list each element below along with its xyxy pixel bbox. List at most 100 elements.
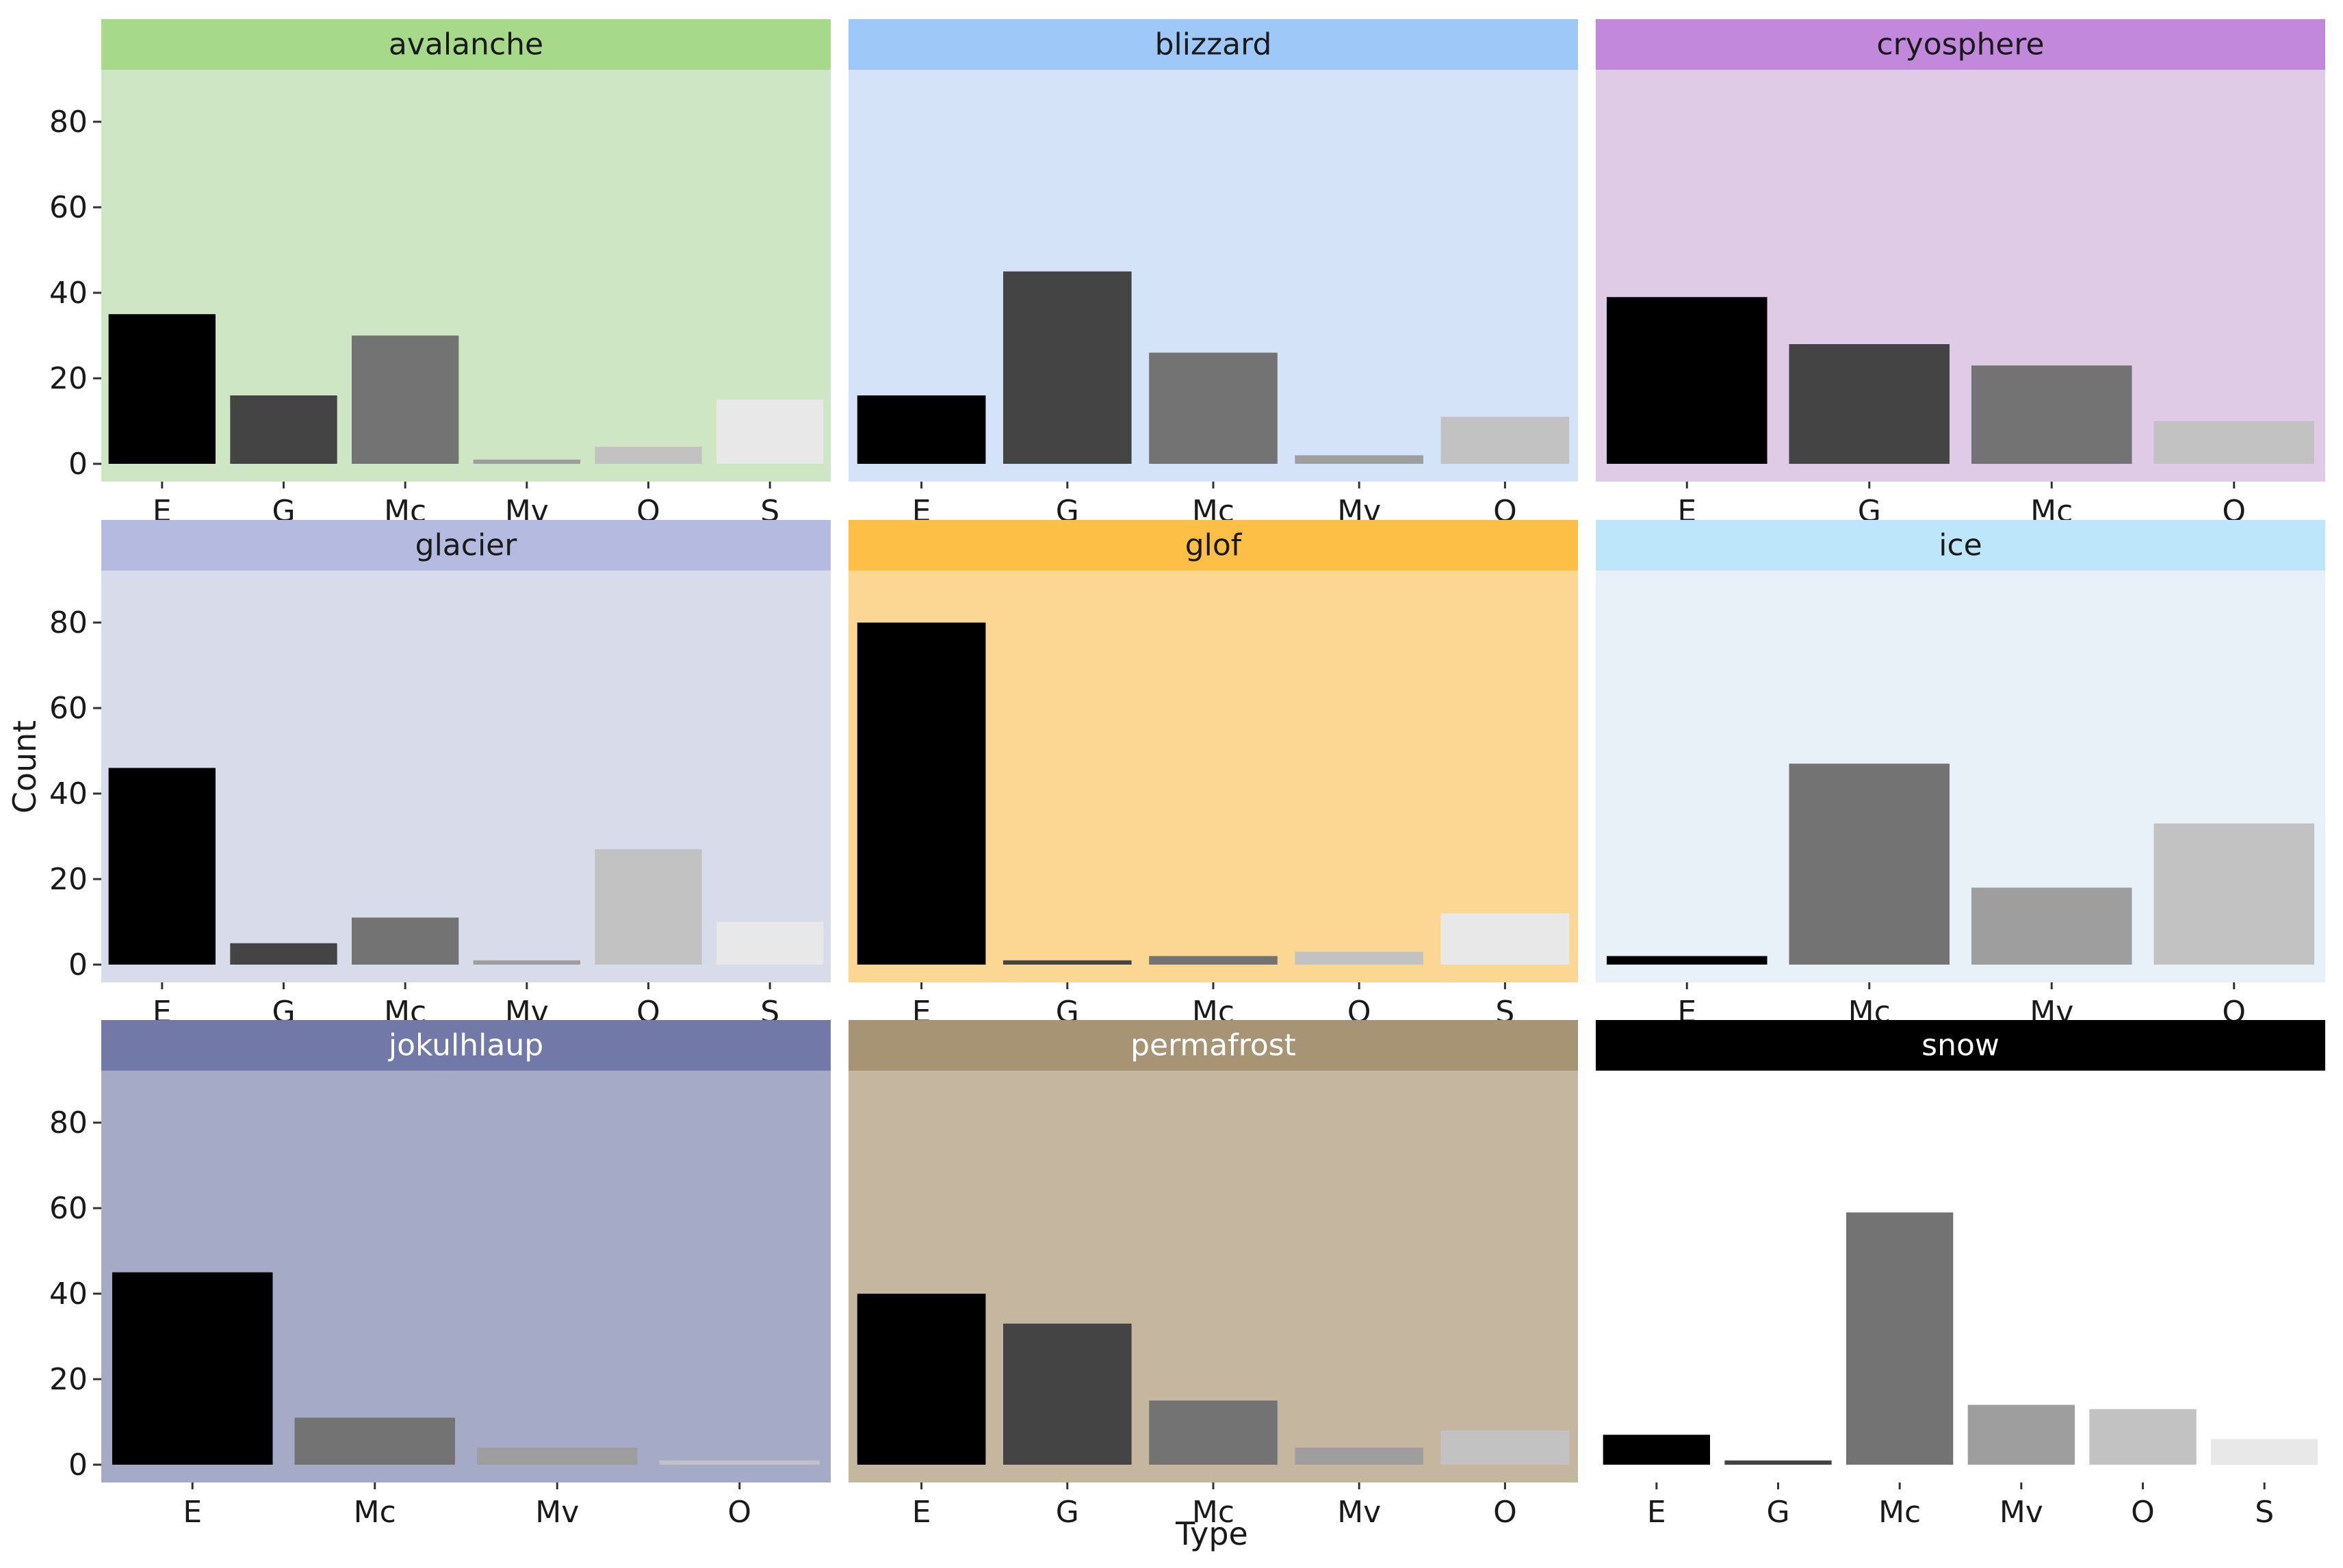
y-tick-label-row3-20: 20 [49, 1362, 88, 1397]
bar-blizzard-G [1002, 271, 1132, 464]
bar-glof-O [1295, 952, 1424, 965]
x-tick-label-jokulhlaup-Mc: Mc [354, 1495, 396, 1530]
bar-blizzard-Mc [1149, 352, 1278, 464]
y-tick-label-row3-80: 80 [49, 1106, 88, 1140]
bar-glof-G [1002, 960, 1132, 965]
bar-avalanche-Mc [351, 335, 459, 464]
bar-permafrost-E [857, 1294, 986, 1465]
y-tick-label-row2-0: 0 [68, 948, 88, 982]
plot-background-glacier [101, 571, 831, 982]
bar-jokulhlaup-E [112, 1272, 273, 1465]
bar-blizzard-Mv [1295, 455, 1424, 464]
facet-title-jokulhlaup: jokulhlaup [388, 1028, 543, 1063]
y-tick-label-row1-60: 60 [49, 190, 88, 225]
bar-avalanche-S [716, 400, 824, 464]
facet-panel-permafrost: permafrost E G Mc Mv O [849, 1020, 1578, 1530]
bar-snow-Mv [1967, 1404, 2075, 1465]
x-tick-label-permafrost-Mv: Mv [1337, 1495, 1381, 1530]
facet-strip-glof [849, 520, 1578, 571]
bar-permafrost-O [1440, 1430, 1570, 1465]
facet-panel-jokulhlaup: jokulhlaup E Mc Mv O 0 20 40 60 80 [49, 1020, 831, 1530]
bar-cryosphere-E [1606, 297, 1768, 464]
x-tick-label-permafrost-O: O [1493, 1495, 1517, 1530]
x-tick-label-permafrost-G: G [1056, 1495, 1079, 1530]
facet-strip-jokulhlaup [101, 1020, 831, 1071]
bar-blizzard-O [1440, 417, 1570, 464]
y-tick-label-row2-40: 40 [49, 776, 88, 811]
bar-glof-Mc [1149, 956, 1278, 965]
bar-glacier-G [230, 943, 337, 965]
bar-glacier-S [716, 922, 824, 965]
bar-jokulhlaup-Mc [294, 1417, 456, 1465]
x-tick-label-snow-O: O [2131, 1495, 2155, 1530]
x-tick-label-snow-E: E [1647, 1495, 1666, 1530]
y-axis-title: Count [6, 720, 43, 814]
bar-snow-Mc [1846, 1212, 1954, 1465]
y-tick-label-row1-20: 20 [49, 361, 88, 396]
bar-jokulhlaup-O [659, 1460, 820, 1465]
bar-cryosphere-Mc [1971, 365, 2132, 464]
bar-avalanche-G [230, 395, 337, 464]
facet-strip-ice [1596, 520, 2325, 571]
facet-strip-snow [1596, 1020, 2325, 1071]
plot-background-avalanche [101, 70, 831, 482]
bar-ice-E [1606, 956, 1768, 965]
bar-permafrost-Mc [1149, 1400, 1278, 1465]
bar-glacier-Mc [351, 917, 459, 965]
x-tick-label-jokulhlaup-E: E [183, 1495, 202, 1530]
bar-avalanche-E [108, 314, 216, 464]
x-tick-label-jokulhlaup-O: O [727, 1495, 751, 1530]
y-tick-label-row1-80: 80 [49, 105, 88, 140]
bar-snow-E [1603, 1435, 1711, 1465]
facet-title-permafrost: permafrost [1130, 1028, 1296, 1063]
y-tick-label-row3-0: 0 [68, 1448, 88, 1482]
y-tick-label-row1-40: 40 [49, 276, 88, 311]
facet-panel-snow: snow E G Mc Mv O S [1596, 1020, 2325, 1530]
bar-permafrost-Mv [1295, 1448, 1424, 1465]
plot-background-snow [1596, 1071, 2325, 1482]
bar-cryosphere-O [2153, 421, 2315, 464]
y-tick-label-row3-60: 60 [49, 1191, 88, 1226]
bar-glacier-Mv [473, 960, 581, 965]
x-tick-label-permafrost-E: E [912, 1495, 931, 1530]
facet-strip-avalanche [101, 19, 831, 70]
x-tick-label-snow-Mc: Mc [1878, 1495, 1921, 1530]
facet-title-cryosphere: cryosphere [1876, 27, 2044, 62]
bar-glof-S [1440, 913, 1570, 965]
facet-title-avalanche: avalanche [389, 27, 543, 62]
x-tick-label-permafrost-Mc: Mc [1192, 1495, 1234, 1530]
bar-snow-G [1724, 1460, 1832, 1465]
y-tick-label-row2-80: 80 [49, 605, 88, 640]
y-tick-label-row1-0: 0 [68, 447, 88, 482]
bar-ice-O [2153, 823, 2315, 965]
facet-title-snow: snow [1921, 1028, 1999, 1063]
bar-avalanche-O [595, 447, 702, 464]
bar-snow-O [2089, 1409, 2197, 1465]
bar-glacier-E [108, 768, 216, 965]
x-tick-label-snow-S: S [2255, 1495, 2274, 1530]
bar-ice-Mv [1971, 887, 2132, 965]
bar-snow-S [2210, 1439, 2318, 1465]
facet-strip-blizzard [849, 19, 1578, 70]
y-tick-label-row3-40: 40 [49, 1277, 88, 1311]
facet-title-ice: ice [1939, 528, 1982, 563]
bar-avalanche-Mv [473, 459, 581, 464]
x-tick-label-snow-G: G [1766, 1495, 1789, 1530]
x-tick-label-jokulhlaup-Mv: Mv [535, 1495, 579, 1530]
bar-jokulhlaup-Mv [476, 1448, 638, 1465]
facet-title-blizzard: blizzard [1155, 27, 1272, 62]
bar-glacier-O [595, 849, 702, 965]
bar-glof-E [857, 623, 986, 965]
facet-strip-cryosphere [1596, 19, 2325, 70]
facet-title-glacier: glacier [415, 528, 518, 563]
bar-permafrost-G [1002, 1323, 1132, 1465]
y-tick-label-row2-20: 20 [49, 862, 88, 897]
facet-strip-glacier [101, 520, 831, 571]
facet-title-glof: glof [1185, 528, 1243, 563]
y-tick-label-row2-60: 60 [49, 691, 88, 726]
